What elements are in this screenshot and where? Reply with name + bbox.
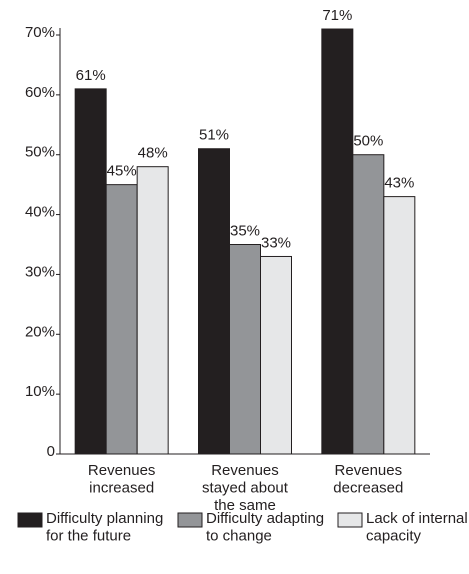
- bar: [198, 148, 230, 455]
- value-label: 35%: [230, 222, 260, 239]
- y-tick-label: 60%: [25, 84, 55, 101]
- value-label: 61%: [76, 67, 106, 84]
- y-tick-label: 50%: [25, 144, 55, 161]
- y-tick-label: 10%: [25, 383, 55, 400]
- x-tick-label: Revenues increased: [88, 462, 156, 497]
- y-tick-label: 0: [47, 443, 55, 460]
- bar: [229, 244, 261, 455]
- y-tick-label: 30%: [25, 263, 55, 280]
- legend-swatch: [17, 512, 43, 528]
- value-label: 50%: [353, 133, 383, 150]
- legend-swatch: [177, 512, 203, 528]
- value-label: 33%: [261, 234, 291, 251]
- y-tick-label: 40%: [25, 204, 55, 221]
- bar: [352, 154, 385, 455]
- bar: [136, 166, 169, 455]
- value-label: 45%: [107, 163, 137, 180]
- value-label: 48%: [138, 145, 168, 162]
- bar: [321, 28, 354, 455]
- x-tick-label: Revenues decreased: [333, 462, 403, 497]
- y-tick-label: 70%: [25, 24, 55, 41]
- bar: [260, 255, 292, 455]
- y-tick-label: 20%: [25, 323, 55, 340]
- x-tick-label: Revenues stayed about the same: [202, 462, 289, 514]
- legend-label: Lack of internal capacity: [366, 510, 468, 545]
- bar: [383, 196, 416, 455]
- value-label: 71%: [322, 7, 352, 24]
- legend-swatch: [337, 512, 363, 528]
- bar: [105, 184, 138, 455]
- legend-label: Difficulty adapting to change: [206, 510, 324, 545]
- value-label: 43%: [384, 175, 414, 192]
- bar: [74, 88, 107, 455]
- value-label: 51%: [199, 127, 229, 144]
- legend-label: Difficulty planning for the future: [46, 510, 163, 545]
